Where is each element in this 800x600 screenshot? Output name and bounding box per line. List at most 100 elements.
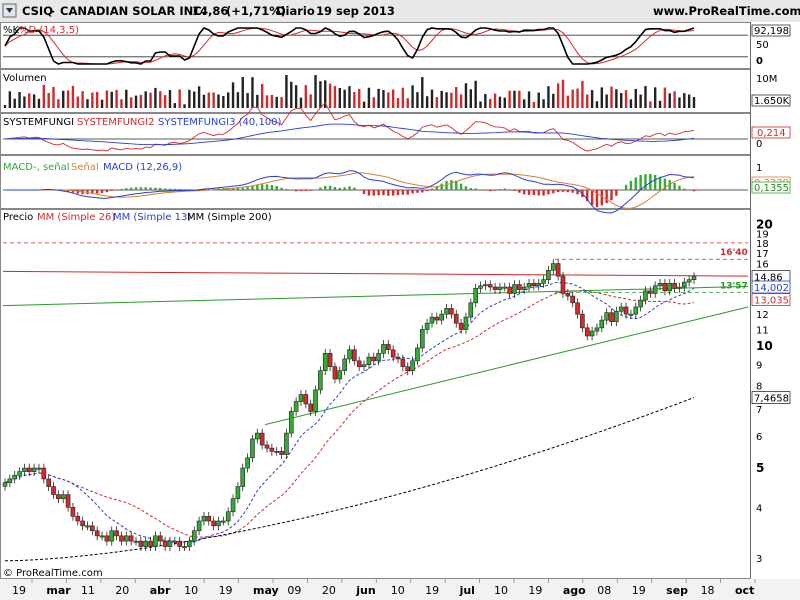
candle xyxy=(119,535,124,542)
volume-bar xyxy=(396,98,400,108)
candle xyxy=(478,285,483,289)
volume-bar xyxy=(231,82,235,108)
volume-bar xyxy=(86,99,89,108)
candle xyxy=(221,520,226,523)
macd-hist-bar xyxy=(561,190,565,192)
candle xyxy=(366,356,372,366)
fungi-value: 0,214 xyxy=(757,128,786,139)
price-tick: 8 xyxy=(756,381,762,392)
candle xyxy=(497,286,503,290)
macd-hist-bar xyxy=(469,188,473,190)
macd-hist-bar xyxy=(391,190,395,196)
price-tick: 19 xyxy=(756,229,769,240)
volume-bar xyxy=(624,90,628,108)
volume-bar xyxy=(658,100,662,108)
macd-hist-bar xyxy=(353,187,356,190)
volume-bar xyxy=(552,93,555,108)
macd-hist-bar xyxy=(163,188,167,190)
candle xyxy=(128,535,134,542)
volume-bar xyxy=(129,97,133,108)
volume-bar xyxy=(197,86,201,108)
volume-bar xyxy=(411,85,414,108)
volume-bar xyxy=(474,80,477,108)
volume-bar xyxy=(401,87,405,108)
candle xyxy=(623,306,629,315)
candle xyxy=(313,389,318,412)
header-period: Diario xyxy=(276,4,315,18)
volume-bar xyxy=(178,89,181,108)
candle xyxy=(361,364,367,367)
candle xyxy=(584,327,590,337)
stoch-value: 92,198 xyxy=(754,26,789,37)
candle xyxy=(555,263,561,277)
candle xyxy=(46,478,51,487)
candle xyxy=(7,478,13,484)
volume-bar xyxy=(634,88,637,108)
price-title-mm26: MM (Simple 26) xyxy=(37,212,115,223)
candle xyxy=(240,467,246,487)
price-tick: 18 xyxy=(756,239,769,250)
macd-hist-bar xyxy=(280,187,283,190)
candle xyxy=(633,306,639,315)
x-axis: 19 mar 11 20 abr 10 19 may 09 20 jun 10 19 jul 10 19 ago… xyxy=(0,579,800,600)
candle xyxy=(415,347,420,362)
candle xyxy=(153,535,158,547)
green-trendline-lower xyxy=(264,306,749,426)
candle xyxy=(531,283,537,287)
candle xyxy=(424,322,430,330)
price-title-prefix: Precio xyxy=(3,212,33,223)
volume-bar xyxy=(309,94,312,108)
candle xyxy=(51,486,56,495)
volume-bar xyxy=(590,90,594,108)
macd-hist-bar xyxy=(367,190,371,196)
macd-hist-bar xyxy=(91,190,94,194)
candle xyxy=(517,284,522,290)
macd-hist-bar xyxy=(571,190,574,193)
macd-hist-bar xyxy=(430,188,434,190)
macd-hist-bar xyxy=(377,190,380,196)
macd-hist-bar xyxy=(251,185,254,190)
candle xyxy=(356,360,362,367)
macd-title-2: Señal xyxy=(71,162,99,173)
volume-bar xyxy=(513,90,516,108)
volume-bar xyxy=(367,87,371,108)
candle xyxy=(352,349,357,362)
candle xyxy=(99,535,105,538)
candle xyxy=(419,329,425,349)
level-label: 13'57 xyxy=(720,282,748,292)
candle xyxy=(332,366,338,380)
volume-bar xyxy=(66,90,70,108)
volume-bar xyxy=(246,93,249,108)
candle xyxy=(657,283,663,287)
macd-hist-bar xyxy=(125,188,128,190)
macd-hist-bar xyxy=(634,177,637,190)
volume-bar xyxy=(668,93,671,108)
candle xyxy=(628,313,634,316)
candle xyxy=(36,467,42,470)
macd-hist-bar xyxy=(401,190,405,195)
macd-hist-bar xyxy=(324,185,327,190)
header-change: (+1,71%) xyxy=(226,4,286,18)
price-tick: 5 xyxy=(756,461,764,475)
candle xyxy=(536,283,542,287)
macd-hist-bar xyxy=(241,187,244,190)
volume-bar xyxy=(644,86,647,108)
candle xyxy=(342,358,347,371)
candle xyxy=(594,327,600,332)
volume-axis: 10M 1.650K xyxy=(751,74,791,107)
macd-title-1: MACD-, señal xyxy=(3,162,70,173)
price-title-mm200: MM (Simple 200) xyxy=(187,212,272,223)
macd-hist-bar xyxy=(513,190,516,191)
macd-title: MACD-, señal Señal MACD (12,26,9) xyxy=(3,162,182,173)
macd-hist-bar xyxy=(348,186,351,190)
x-tick-label: 19 xyxy=(632,584,646,597)
macd-hist-bar xyxy=(105,190,109,193)
macd-hist-bar xyxy=(212,188,215,190)
candle xyxy=(463,316,469,330)
x-tick-label: 08 xyxy=(597,584,611,597)
header-name: CANADIAN SOLAR INC. xyxy=(60,4,206,18)
macd-hist-bar xyxy=(435,186,439,190)
macd-hist-bar xyxy=(450,180,453,190)
volume-bar xyxy=(8,91,12,108)
